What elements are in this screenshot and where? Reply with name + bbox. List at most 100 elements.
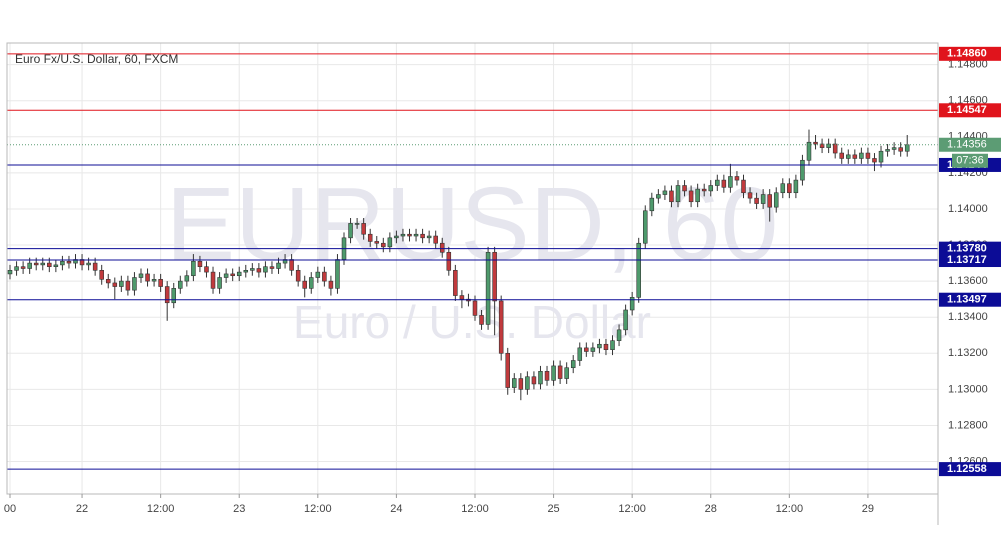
candle-body	[859, 152, 864, 159]
candle-body	[79, 259, 85, 266]
axes: 1.126001.128001.130001.132001.134001.136…	[4, 46, 1001, 515]
level-label: 1.14547	[947, 104, 987, 116]
candle-body	[14, 266, 19, 271]
candle-body	[852, 154, 858, 159]
candle-body	[236, 271, 242, 277]
candle-body	[734, 176, 740, 181]
candle-body	[577, 347, 583, 361]
candle-body	[590, 347, 596, 352]
candle-body	[105, 279, 111, 284]
x-tick-label: 12:00	[618, 503, 646, 515]
candle-body	[610, 340, 615, 350]
candle-body	[289, 259, 294, 271]
candle-body	[459, 295, 465, 300]
candle-body	[145, 273, 150, 282]
candle-body	[885, 149, 890, 152]
candle-body	[367, 233, 373, 242]
candle-body	[413, 233, 419, 237]
candle-body	[669, 190, 674, 203]
level-label: 1.13780	[947, 243, 987, 255]
candle-body	[780, 183, 786, 194]
candle-body	[597, 343, 602, 349]
y-tick-label: 1.13400	[948, 311, 988, 323]
candle-body	[800, 159, 805, 181]
watermark: EURUSD, 60	[166, 166, 779, 282]
candle-body	[701, 188, 707, 192]
candle-body	[204, 266, 209, 273]
candle-body	[806, 141, 812, 161]
candle-body	[767, 194, 772, 208]
level-label-box	[939, 241, 1001, 256]
candle-body	[433, 235, 438, 244]
candle-body	[525, 376, 530, 390]
candle-body	[132, 277, 137, 291]
watermark-subtitle: Euro / U.S. Dollar	[293, 296, 651, 348]
level-label-box	[939, 462, 1001, 477]
candle-body	[472, 300, 478, 316]
candle-body	[446, 251, 452, 271]
candle-body	[184, 275, 190, 282]
level-label-box	[939, 103, 1001, 118]
candle-body	[518, 378, 524, 390]
candle-body	[629, 297, 635, 311]
candle-body	[250, 268, 255, 271]
candle-body	[361, 223, 366, 235]
candle-body	[27, 262, 32, 269]
x-tick-label: 25	[547, 503, 559, 515]
candle-body	[354, 223, 360, 225]
candle-body	[138, 273, 144, 278]
candle-body	[642, 210, 648, 244]
candle-body	[387, 237, 393, 248]
candle-body	[407, 233, 412, 237]
candle-body	[40, 262, 46, 266]
current-price-box	[939, 137, 1001, 152]
x-tick-label: 23	[233, 503, 245, 515]
y-tick-label: 1.13200	[948, 347, 988, 359]
candle-body	[33, 262, 39, 266]
candle-body	[584, 347, 589, 352]
candle-body	[256, 268, 262, 273]
candle-body	[53, 264, 59, 267]
candle-body	[394, 235, 399, 239]
candle-body	[538, 371, 543, 385]
candle-body	[453, 270, 458, 296]
candle-body	[328, 280, 334, 289]
candle-body	[295, 270, 301, 282]
candle-body	[512, 378, 517, 388]
candle-body	[682, 185, 687, 192]
candle-body	[223, 273, 229, 278]
candle-body	[760, 194, 766, 204]
candle-body	[230, 273, 235, 277]
candle-body	[269, 266, 275, 269]
candle-body	[623, 309, 628, 331]
candle-body	[747, 192, 753, 199]
level-label: 1.12558	[947, 463, 987, 475]
countdown-box	[952, 153, 988, 168]
candle-body	[656, 194, 661, 199]
y-tick-label: 1.13000	[948, 383, 988, 395]
level-label-box	[939, 253, 1001, 268]
candle-body	[688, 190, 694, 203]
level-label-box	[939, 292, 1001, 307]
y-tick-label: 1.14800	[948, 59, 988, 71]
candle-body	[551, 365, 556, 381]
candle-body	[308, 277, 314, 289]
candle-body	[178, 280, 183, 289]
x-tick-label: 12:00	[147, 503, 175, 515]
candle-body	[662, 190, 668, 195]
candle-body	[276, 262, 281, 269]
candle-body	[374, 241, 380, 244]
candle-body	[793, 179, 799, 194]
candle-body	[754, 197, 759, 204]
candle-body	[92, 262, 98, 271]
level-label: 1.13717	[947, 254, 987, 266]
current-price-label: 1.14356	[947, 139, 987, 151]
candle-body	[119, 280, 124, 287]
candle-body	[420, 233, 425, 239]
candle-body	[112, 282, 118, 287]
candle-body	[505, 352, 510, 388]
chart-title: Euro Fx/U.S. Dollar, 60, FXCM	[15, 52, 178, 66]
candle-body	[898, 147, 903, 152]
